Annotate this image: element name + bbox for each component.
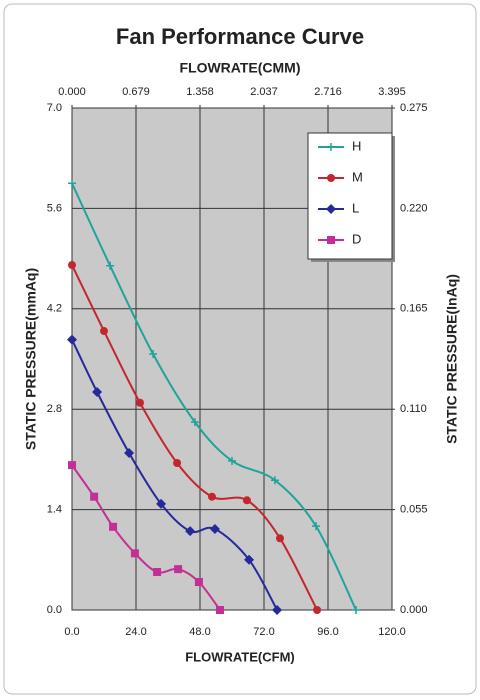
marker: [208, 492, 216, 501]
legend: [307, 132, 393, 260]
y-tick-label: 4.2: [47, 303, 62, 315]
y-tick-label: 5.6: [47, 202, 62, 214]
legend-label: H: [352, 138, 361, 153]
x2-tick-label: 2.037: [250, 86, 278, 98]
x-tick-label: 48.0: [189, 626, 210, 638]
x-tick-label: 96.0: [317, 626, 338, 638]
marker: [327, 174, 335, 182]
y2-tick-label: 0.055: [400, 504, 428, 516]
x2-tick-label: 2.716: [314, 86, 342, 98]
y2-tick-label: 0.165: [400, 303, 428, 315]
marker: [194, 578, 203, 587]
marker: [68, 179, 76, 188]
marker: [92, 386, 103, 397]
marker: [136, 398, 144, 407]
x-tick-label: 0.0: [64, 626, 79, 638]
marker: [272, 605, 283, 615]
x2-axis-label: FLOWRATE(CMM): [179, 60, 300, 76]
y-tick-label: 0.0: [47, 604, 62, 616]
x-tick-label: 24.0: [125, 626, 146, 638]
marker: [90, 492, 99, 501]
marker: [156, 498, 167, 509]
legend-label: L: [352, 200, 359, 215]
marker: [244, 554, 255, 565]
y2-tick-label: 0.110: [400, 403, 427, 415]
marker: [270, 476, 279, 485]
marker: [153, 567, 162, 576]
marker: [216, 606, 224, 614]
y2-tick-label: 0.220: [400, 202, 428, 214]
x2-tick-label: 1.358: [186, 86, 214, 98]
marker: [109, 522, 118, 531]
marker: [100, 327, 108, 336]
marker: [276, 534, 284, 543]
y2-axis-label: STATIC PRESSURE(InAq): [444, 274, 460, 444]
marker: [67, 334, 77, 345]
marker: [174, 565, 183, 574]
y-tick-label: 7.0: [47, 102, 62, 114]
y-axis-label: STATIC PRESSURE(mmAq): [23, 268, 39, 450]
marker: [68, 461, 76, 470]
marker: [327, 143, 335, 151]
chart-title: Fan Performance Curve: [116, 24, 364, 49]
y2-tick-label: 0.000: [400, 604, 428, 616]
marker: [209, 523, 220, 534]
x2-tick-label: 0.679: [122, 86, 150, 98]
x2-tick-label: 3.395: [378, 86, 406, 98]
marker: [130, 549, 139, 558]
marker: [228, 456, 236, 465]
y-tick-label: 1.4: [47, 504, 62, 516]
marker: [185, 526, 196, 537]
series-line: [71, 339, 278, 611]
marker: [106, 261, 115, 270]
x-tick-label: 120.0: [378, 626, 406, 638]
marker: [242, 496, 251, 505]
marker: [68, 261, 76, 270]
x-tick-label: 72.0: [253, 626, 274, 638]
marker: [327, 236, 335, 244]
marker: [326, 204, 336, 214]
x2-tick-label: 0.000: [58, 86, 86, 98]
marker: [190, 418, 199, 427]
x-axis-label: FLOWRATE(CFM): [185, 649, 295, 664]
y-tick-label: 2.8: [47, 403, 62, 415]
marker: [149, 349, 158, 358]
marker: [124, 447, 135, 458]
marker: [173, 458, 182, 467]
marker: [313, 606, 322, 614]
marker: [352, 606, 360, 614]
y2-tick-label: 0.275: [400, 102, 428, 114]
legend-label: D: [352, 231, 361, 246]
marker: [312, 522, 320, 531]
legend-label: M: [352, 169, 363, 184]
